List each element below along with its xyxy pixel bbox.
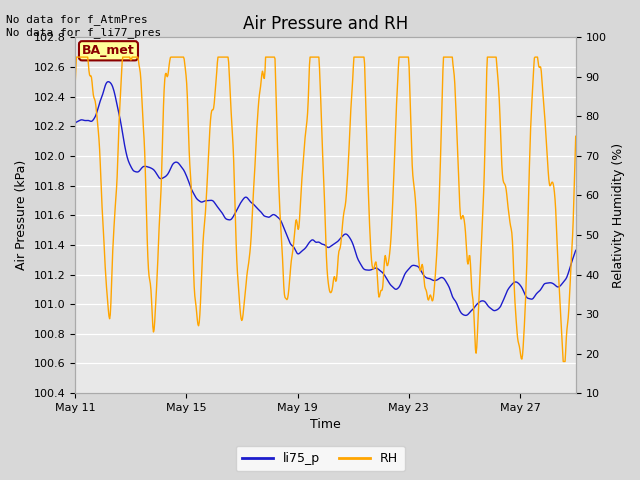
Text: BA_met: BA_met: [82, 44, 135, 57]
Legend: li75_p, RH: li75_p, RH: [236, 446, 404, 471]
Y-axis label: Relativity Humidity (%): Relativity Humidity (%): [612, 143, 625, 288]
Title: Air Pressure and RH: Air Pressure and RH: [243, 15, 408, 33]
X-axis label: Time: Time: [310, 419, 341, 432]
Y-axis label: Air Pressure (kPa): Air Pressure (kPa): [15, 160, 28, 270]
Text: No data for f_AtmPres
No data for f_li77_pres: No data for f_AtmPres No data for f_li77…: [6, 14, 162, 38]
